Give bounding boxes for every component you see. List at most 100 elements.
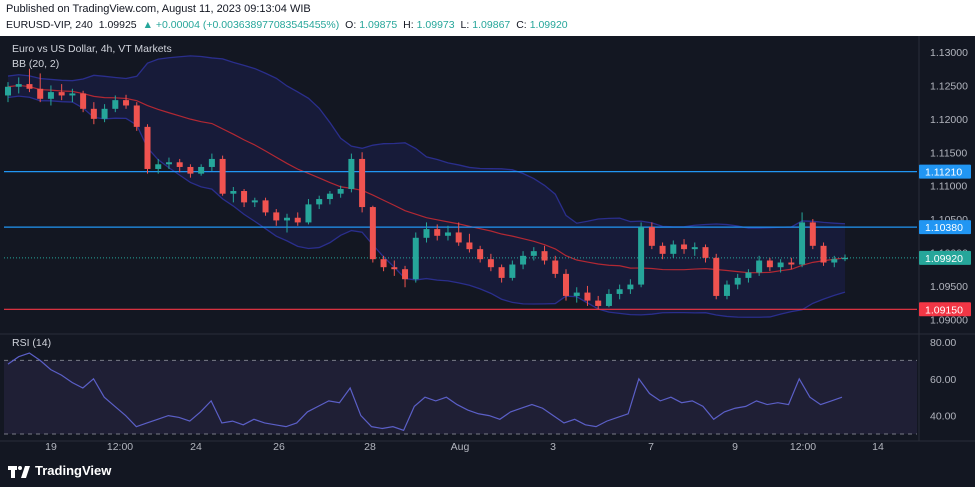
- bb-upper-line: [7, 55, 846, 229]
- time-tick-label: 12:00: [107, 441, 133, 453]
- candle-body: [477, 249, 484, 260]
- candle: [305, 199, 312, 225]
- time-tick-label: 14: [872, 441, 884, 453]
- candle-body: [455, 232, 462, 243]
- price-tick-label: 1.11000: [930, 181, 967, 193]
- candle-body: [90, 108, 97, 119]
- candle-body: [348, 158, 355, 190]
- candle-body: [466, 242, 473, 250]
- candle-body: [681, 244, 688, 250]
- candle: [58, 84, 65, 101]
- candle-body: [530, 251, 537, 256]
- candle: [498, 264, 505, 283]
- candle: [723, 280, 730, 300]
- candle-body: [487, 259, 494, 268]
- footer: [0, 457, 975, 487]
- candle: [713, 253, 720, 300]
- rsi-tick-label: 60.00: [930, 374, 956, 386]
- candle: [15, 77, 22, 94]
- candle-body: [262, 200, 269, 213]
- candle: [391, 260, 398, 276]
- candle-body: [58, 92, 65, 96]
- time-tick-label: 3: [550, 441, 556, 453]
- time-tick-label: 24: [190, 441, 202, 453]
- candle: [477, 245, 484, 263]
- candle-body: [155, 164, 162, 169]
- time-tick-label: 7: [648, 441, 654, 453]
- candle: [251, 197, 258, 208]
- candle-body: [552, 260, 559, 274]
- level-price-label: 1.10380: [925, 222, 963, 234]
- candle: [380, 255, 387, 272]
- candle-body: [541, 251, 548, 261]
- close-value: 1.09920: [529, 19, 568, 31]
- candle-body: [670, 244, 677, 254]
- candle-body: [434, 229, 441, 236]
- bb-basis-line: [7, 84, 846, 274]
- candle: [47, 85, 54, 106]
- rsi-tick-label: 80.00: [930, 337, 956, 349]
- candle-body: [316, 199, 323, 205]
- candle: [37, 73, 44, 103]
- candle-body: [616, 289, 623, 294]
- candle-body: [509, 264, 516, 278]
- candle: [402, 265, 409, 288]
- chart-title: Euro vs US Dollar, 4h, VT Markets: [12, 43, 172, 55]
- rsi-tick-label: 40.00: [930, 411, 956, 423]
- candle-body: [37, 88, 44, 99]
- candle-body: [402, 269, 409, 280]
- candle: [799, 212, 806, 268]
- candle: [573, 287, 580, 303]
- candle: [809, 219, 816, 250]
- level-price-tag: [919, 250, 971, 265]
- candle: [734, 273, 741, 290]
- candle-body: [359, 158, 366, 208]
- candle: [455, 222, 462, 246]
- candle: [294, 212, 301, 226]
- candle: [90, 102, 97, 125]
- candle: [659, 242, 666, 260]
- candle-body: [498, 267, 505, 278]
- chart-canvas[interactable]: 1.130001.125001.120001.115001.110001.105…: [0, 36, 975, 457]
- bb-legend: BB (20, 2): [12, 58, 60, 70]
- candle-body: [659, 245, 666, 254]
- candle: [605, 289, 612, 308]
- candle-body: [144, 126, 151, 169]
- price-tick-label: 1.09000: [930, 314, 968, 326]
- price-tick-label: 1.09500: [930, 281, 968, 293]
- time-tick-label: 28: [364, 441, 376, 453]
- open-label: O:: [345, 19, 357, 31]
- candle-body: [219, 158, 226, 194]
- candle: [691, 242, 698, 256]
- candle-body: [595, 300, 602, 306]
- close-label: C:: [516, 19, 527, 31]
- candle-body: [380, 259, 387, 268]
- time-tick-label: 12:00: [790, 441, 816, 453]
- candle-body: [412, 237, 419, 280]
- candle-body: [305, 204, 312, 223]
- candle: [80, 90, 87, 113]
- tradingview-logo[interactable]: TradingView: [8, 463, 111, 478]
- price-tick-label: 1.12500: [930, 80, 968, 92]
- candle: [788, 257, 795, 270]
- candle-body: [799, 222, 806, 265]
- candle: [241, 189, 248, 208]
- candle: [101, 104, 108, 123]
- candle: [176, 158, 183, 173]
- candle: [627, 279, 634, 294]
- level-price-label: 1.09150: [925, 304, 963, 316]
- candle: [273, 209, 280, 226]
- candle: [5, 82, 11, 103]
- candle: [219, 155, 226, 196]
- candle: [337, 185, 344, 198]
- candle: [681, 239, 688, 254]
- candle-body: [112, 100, 119, 109]
- candle-body: [165, 162, 172, 165]
- candle: [552, 255, 559, 278]
- candle-body: [820, 245, 827, 263]
- candle-body: [176, 162, 183, 167]
- candle: [831, 255, 838, 268]
- candle: [842, 254, 848, 262]
- candle: [595, 295, 602, 310]
- candle-body: [831, 259, 838, 263]
